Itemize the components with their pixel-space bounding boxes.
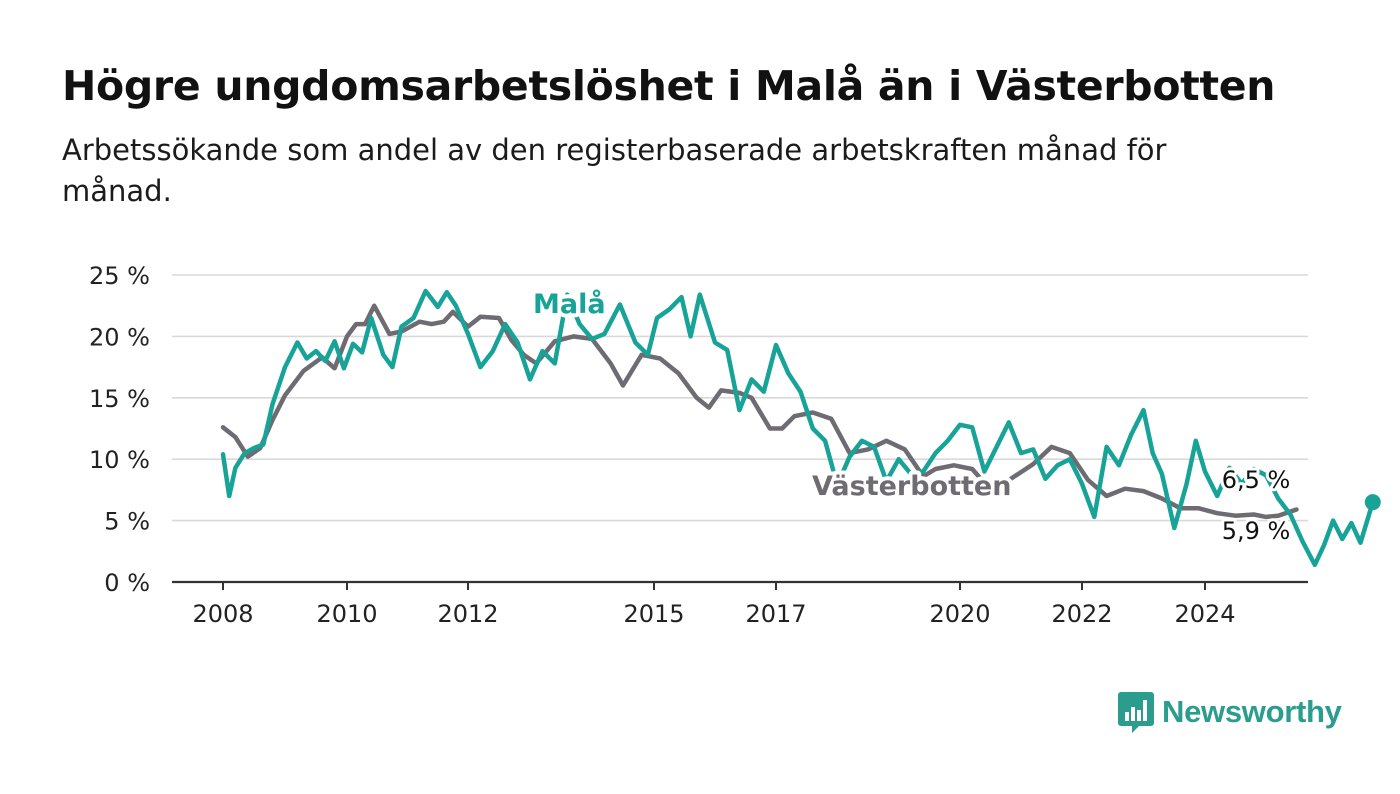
series-line-v-sterbotten [220,303,1299,520]
series-line-mal- [220,288,1376,568]
end-value-label: 5,9 % [1222,517,1291,545]
x-tick-label: 2015 [623,600,684,628]
series-lines [220,288,1381,568]
y-tick-label: 5 % [104,508,150,536]
series-label-vasterbotten-halo: Västerbotten [812,471,1011,502]
x-tick-label: 2012 [437,600,498,628]
x-tick-label: 2017 [745,600,806,628]
y-tick-label: 25 % [89,262,150,290]
x-tick-label: 2024 [1174,600,1235,628]
newsworthy-logo: Newsworthy [1118,690,1342,734]
x-tick-label: 2020 [929,600,990,628]
x-tick-label: 2008 [192,600,253,628]
end-value-label-halo: 6,5 % [1222,466,1291,494]
end-value-label-halo: 5,9 % [1222,517,1291,545]
series-label-vasterbotten: Västerbotten [812,471,1011,502]
x-tick-label: 2022 [1051,600,1112,628]
end-point-mala [1364,494,1381,511]
series-label-mala-halo: Malå [533,288,606,320]
y-tick-label: 20 % [89,323,150,351]
bar-chart-speech-bubble-icon [1118,692,1154,733]
y-tick-label: 15 % [89,385,150,413]
end-value-label: 6,5 % [1222,466,1291,494]
y-tick-label: 0 % [104,569,150,597]
gridlines: 0 % 5 % 10 % 15 % 20 % 25 % 2008 2010 2012 2015 20… [89,262,1308,628]
y-tick-label: 10 % [89,446,150,474]
series-label-mala: Malå [533,288,606,320]
x-tick-label: 2010 [316,600,377,628]
chart-title: Högre ungdomsarbetslöshet i Malå än i Vä… [62,62,1276,110]
chart-subtitle: Arbetssökande som andel av den registerb… [62,133,1167,208]
logo-wordmark: Newsworthy [1162,694,1342,729]
